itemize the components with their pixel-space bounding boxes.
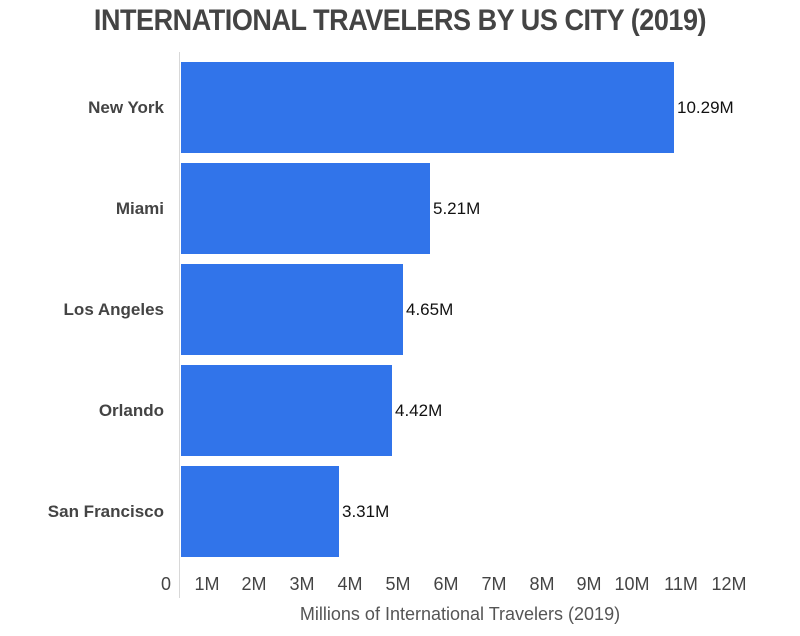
x-tick-label: 3M bbox=[289, 574, 315, 594]
value-label: 5.21M bbox=[433, 198, 481, 218]
bar-miami[interactable] bbox=[181, 163, 430, 254]
bar-los-angeles[interactable] bbox=[181, 264, 403, 355]
category-label: San Francisco bbox=[47, 501, 164, 521]
category-label: Los Angeles bbox=[63, 299, 164, 319]
value-label: 4.65M bbox=[406, 299, 454, 319]
x-tick-label: 0 bbox=[160, 574, 172, 594]
value-label: 4.42M bbox=[395, 400, 443, 420]
x-tick-label: 8M bbox=[529, 574, 555, 594]
bar-orlando[interactable] bbox=[181, 365, 392, 456]
y-axis-line bbox=[179, 52, 180, 598]
x-tick-label: 5M bbox=[385, 574, 411, 594]
category-label: New York bbox=[88, 97, 164, 117]
category-label: Miami bbox=[115, 198, 164, 218]
bar-san-francisco[interactable] bbox=[181, 466, 339, 557]
value-label: 3.31M bbox=[342, 501, 390, 521]
x-tick-label: 1M bbox=[194, 574, 220, 594]
x-tick-label: 10M bbox=[614, 574, 650, 594]
category-label: Orlando bbox=[98, 400, 164, 420]
chart-title: INTERNATIONAL TRAVELERS BY US CITY (2019… bbox=[93, 4, 707, 37]
x-tick-label: 7M bbox=[481, 574, 507, 594]
x-tick-label: 6M bbox=[433, 574, 459, 594]
x-tick-label: 4M bbox=[337, 574, 363, 594]
x-axis-title: Millions of International Travelers (201… bbox=[299, 604, 621, 624]
value-label: 10.29M bbox=[677, 97, 734, 117]
x-tick-label: 12M bbox=[711, 574, 747, 594]
x-tick-label: 11M bbox=[664, 574, 698, 594]
x-tick-label: 2M bbox=[241, 574, 267, 594]
x-tick-label: 9M bbox=[576, 574, 602, 594]
bar-new-york[interactable] bbox=[181, 62, 674, 153]
